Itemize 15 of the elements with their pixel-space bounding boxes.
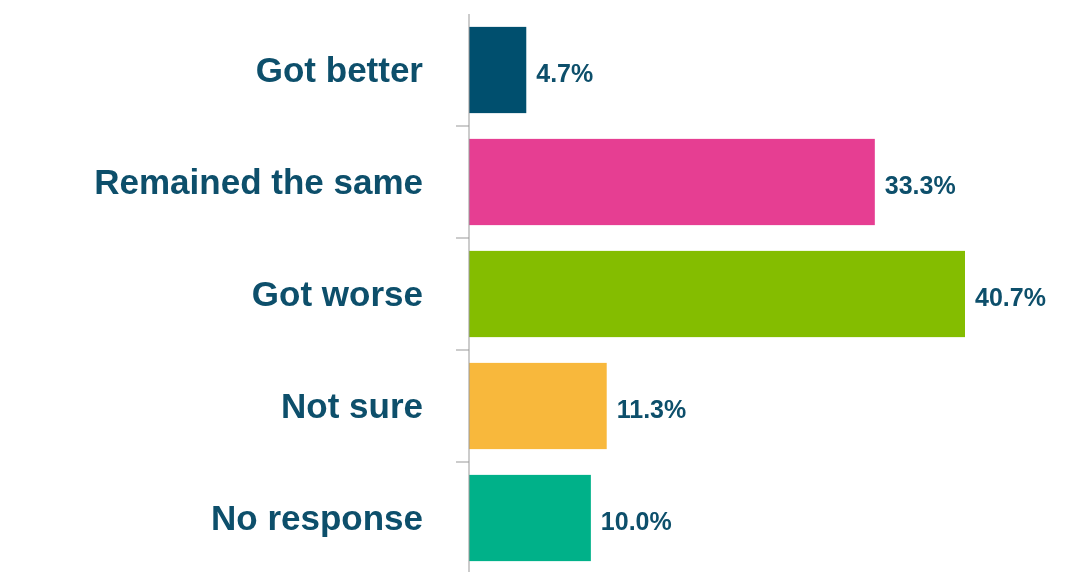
bar bbox=[469, 26, 527, 114]
bar bbox=[469, 250, 965, 338]
data-label: 33.3% bbox=[884, 170, 956, 199]
y-tick-label: Got worse bbox=[251, 274, 423, 314]
y-tick-label: Not sure bbox=[281, 386, 423, 426]
bar bbox=[469, 138, 875, 226]
data-label: 4.7% bbox=[536, 58, 594, 87]
data-label: 11.3% bbox=[616, 394, 687, 423]
y-tick-label: Got better bbox=[255, 50, 424, 90]
bar bbox=[469, 362, 607, 450]
y-tick-label: Remained the same bbox=[94, 162, 423, 202]
bar bbox=[469, 474, 591, 562]
data-label: 40.7% bbox=[975, 282, 1046, 311]
data-label: 10.0% bbox=[600, 506, 672, 535]
y-tick-label: No response bbox=[211, 498, 423, 538]
